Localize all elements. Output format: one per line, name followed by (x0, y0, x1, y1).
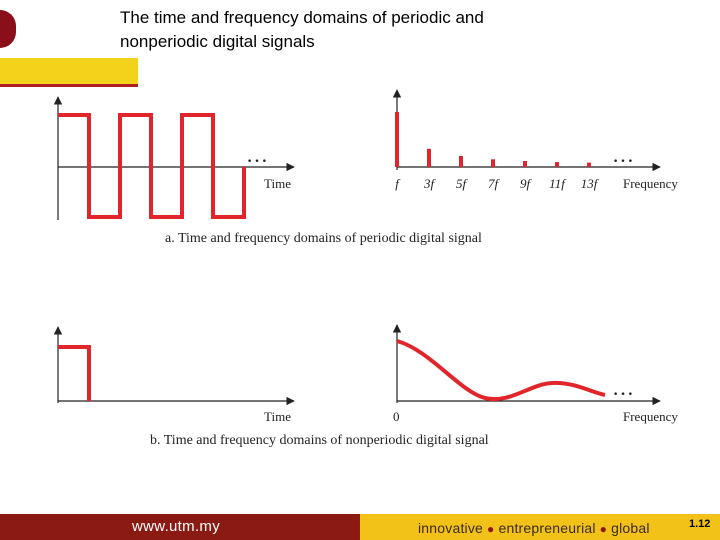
footer-left-band (0, 514, 360, 540)
nonperiodic-frequency-domain-plot: … 0 Frequency (392, 324, 678, 424)
nonperiodic-time-domain-plot: Time (53, 326, 295, 424)
time-continuation-dots: … (246, 142, 268, 167)
harmonic-labels: f 3f 5f 7f 9f 11f 13f (395, 176, 600, 191)
utm-logo-emblem (0, 10, 16, 48)
time-axis-label: Time (264, 409, 291, 424)
square-wave (58, 113, 246, 219)
harmonic-label: 3f (423, 176, 437, 191)
continuous-spectrum-curve (396, 339, 606, 402)
caption-nonperiodic: b. Time and frequency domains of nonperi… (150, 433, 489, 448)
tagline-word: entrepreneurial (498, 520, 596, 536)
harmonic-label: 13f (581, 176, 600, 191)
zero-label: 0 (393, 409, 400, 424)
periodic-time-domain-plot: … Time (53, 96, 295, 220)
freq-axis-label: Frequency (623, 176, 678, 191)
tagline-word: global (611, 520, 650, 536)
footer-url[interactable]: www.utm.my (132, 518, 221, 535)
bullet-icon: ● (487, 522, 495, 536)
freq-continuation-dots: … (612, 142, 634, 167)
footer-tagline: innovative ● entrepreneurial ● global (418, 520, 650, 536)
harmonic-label: 7f (488, 176, 501, 191)
time-axis-label: Time (264, 176, 291, 191)
slide-title: The time and frequency domains of period… (120, 8, 484, 51)
harmonic-label: f (395, 176, 401, 191)
harmonic-label: 9f (520, 176, 533, 191)
utm-logo-bar (0, 58, 138, 87)
harmonic-bars (395, 112, 591, 167)
page-number: 1.12 (689, 518, 711, 530)
single-pulse (58, 345, 91, 401)
periodic-frequency-domain-plot: f 3f 5f 7f 9f 11f 13f … Frequency (392, 89, 678, 191)
freq-continuation-dots: … (612, 375, 634, 400)
footer-right-band (360, 514, 720, 540)
harmonic-label: 5f (456, 176, 469, 191)
freq-axis-label: Frequency (623, 409, 678, 424)
harmonic-label: 11f (549, 176, 567, 191)
caption-periodic: a. Time and frequency domains of periodi… (165, 231, 482, 246)
bullet-icon: ● (599, 522, 608, 536)
tagline-word: innovative (418, 520, 484, 536)
